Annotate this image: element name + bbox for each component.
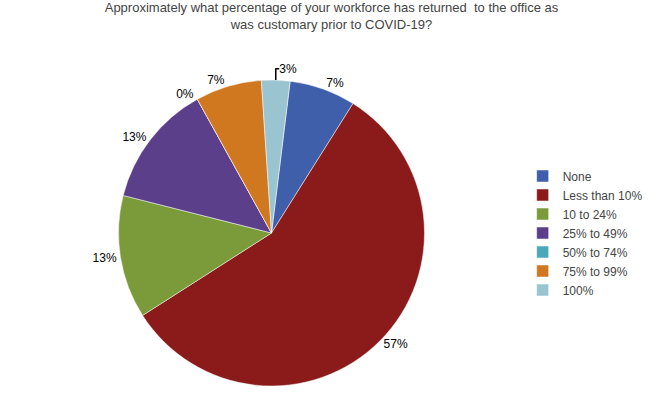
svg-text:7%: 7%	[207, 73, 225, 87]
svg-text:75% to 99%: 75% to 99%	[563, 265, 628, 279]
svg-text:None: None	[563, 170, 592, 184]
svg-text:50% to 74%: 50% to 74%	[563, 246, 628, 260]
svg-text:Approximately what percentage: Approximately what percentage of your wo…	[105, 0, 559, 32]
svg-text:25% to 49%: 25% to 49%	[563, 227, 628, 241]
svg-text:13%: 13%	[93, 251, 117, 265]
svg-text:7%: 7%	[326, 76, 344, 90]
svg-text:10 to 24%: 10 to 24%	[563, 208, 617, 222]
svg-text:13%: 13%	[122, 130, 146, 144]
svg-text:Less than 10%: Less than 10%	[563, 189, 643, 203]
svg-text:57%: 57%	[384, 337, 408, 351]
svg-text:100%: 100%	[563, 284, 594, 298]
svg-text:0%: 0%	[176, 87, 194, 101]
svg-text:3%: 3%	[279, 62, 297, 76]
